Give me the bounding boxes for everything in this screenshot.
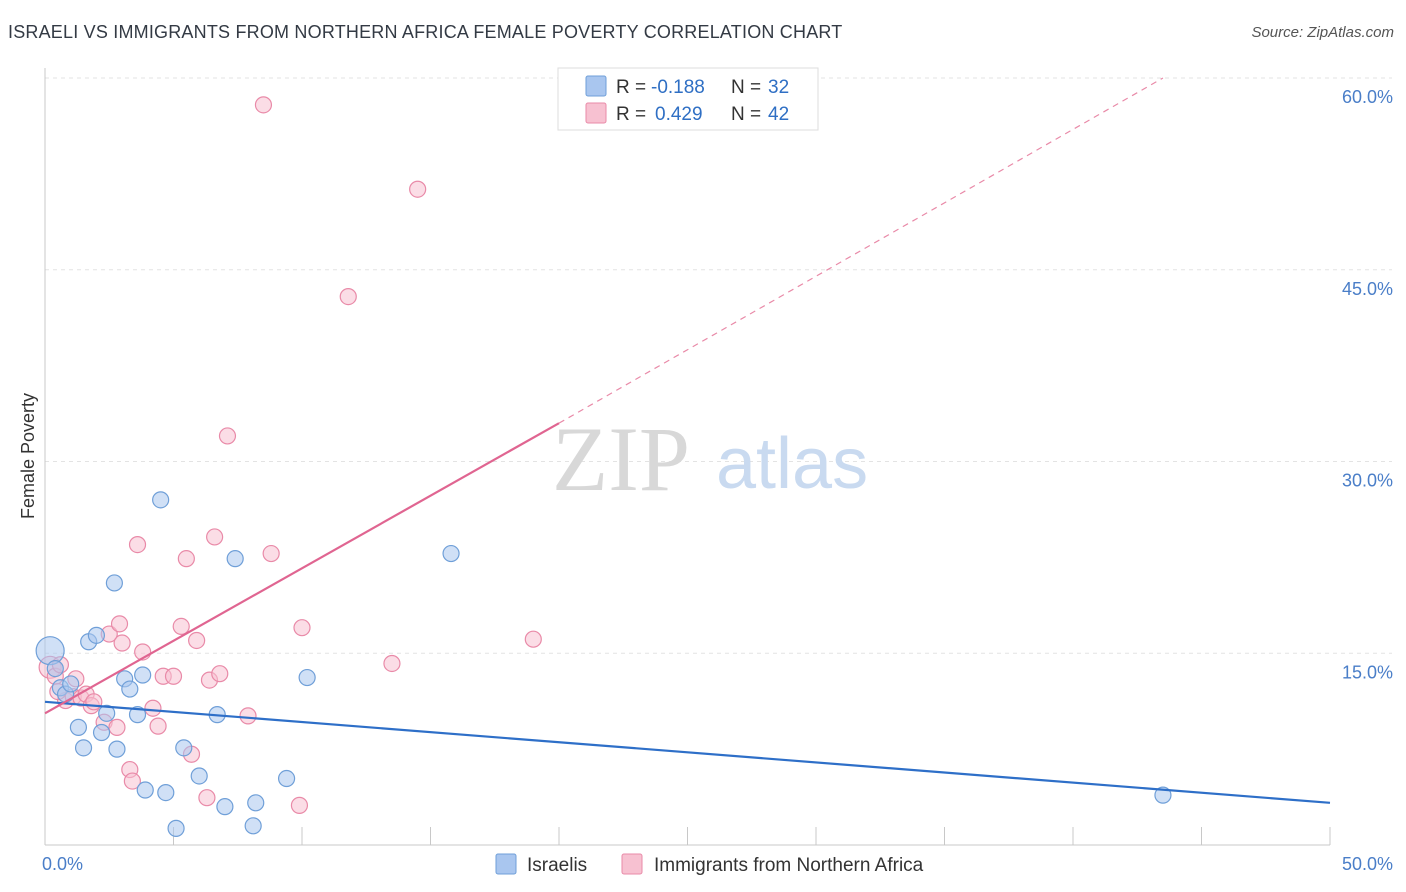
immigrants-point-19: [144, 699, 162, 717]
legend-r-label-1: R =: [616, 77, 646, 98]
israelis-point-12: [108, 740, 126, 758]
israelis-point-17: [136, 781, 154, 799]
israelis-point-27: [247, 794, 265, 812]
series-legend-swatch-israelis: [495, 853, 517, 875]
immigrants-point-22: [164, 667, 183, 685]
israelis-point-31: [1154, 786, 1172, 804]
watermark: ZIP atlas: [552, 408, 868, 510]
immigrants-point-40: [524, 630, 542, 648]
immigrants-point-9: [85, 693, 103, 711]
israelis-point-10: [98, 704, 116, 722]
series-legend: Israelis Immigrants from Northern Africa: [495, 853, 924, 876]
data-points: [35, 96, 1172, 837]
legend-r-value-1: -0.188: [651, 77, 705, 98]
y-tick-labels: 15.0% 30.0% 45.0% 60.0%: [1342, 87, 1393, 682]
israelis-trend-line: [44, 700, 1331, 804]
israelis-point-26: [244, 817, 262, 835]
immigrants-point-23: [172, 617, 190, 636]
immigrants-point-35: [290, 796, 309, 814]
israelis-point-18: [152, 491, 170, 509]
legend-n-value-2: 42: [768, 104, 789, 125]
immigrants-point-16: [123, 772, 141, 790]
legend-r-value-2: 0.429: [655, 104, 703, 125]
trend-lines: [44, 77, 1331, 804]
series-legend-label-immigrants: Immigrants from Northern Africa: [654, 855, 924, 876]
legend-n-value-1: 32: [768, 77, 789, 98]
immigrants-point-36: [293, 619, 311, 637]
israelis-point-4: [62, 675, 80, 693]
israelis-point-16: [134, 666, 152, 684]
israelis-point-0: [35, 636, 65, 666]
chart-title: ISRAELI VS IMMIGRANTS FROM NORTHERN AFRI…: [8, 22, 843, 42]
legend-swatch-immigrants: [585, 102, 607, 124]
y-tick-label-3: 60.0%: [1342, 87, 1393, 107]
immigrants-point-37: [339, 287, 357, 306]
immigrants-trend-extension: [558, 77, 1164, 424]
legend-r-label-2: R =: [616, 104, 646, 125]
israelis-point-29: [298, 668, 316, 687]
legend-n-label-2: N =: [731, 104, 761, 125]
immigrants-point-12: [108, 718, 126, 736]
immigrants-point-17: [128, 535, 147, 554]
israelis-point-20: [167, 819, 185, 837]
watermark-atlas: atlas: [716, 424, 868, 504]
immigrants-point-29: [206, 528, 224, 546]
israelis-point-21: [175, 739, 193, 757]
israelis-point-1: [46, 659, 64, 678]
immigrants-point-24: [177, 550, 195, 568]
israelis-point-6: [74, 739, 93, 757]
watermark-zip: ZIP: [552, 408, 690, 510]
israelis-point-8: [87, 626, 106, 644]
immigrants-point-30: [211, 665, 229, 683]
x-tick-label-0: 0.0%: [42, 854, 83, 874]
immigrants-point-14: [113, 634, 131, 652]
israelis-point-11: [105, 574, 123, 592]
immigrants-point-27: [198, 789, 216, 807]
israelis-point-25: [226, 550, 244, 568]
israelis-point-28: [277, 769, 296, 788]
x-tick-label-1: 50.0%: [1342, 854, 1393, 874]
immigrants-trend-line: [44, 422, 560, 715]
israelis-point-24: [216, 798, 234, 816]
israelis-point-19: [157, 783, 175, 802]
series-legend-swatch-immigrants: [621, 853, 643, 875]
immigrants-point-39: [409, 180, 427, 198]
immigrants-point-31: [218, 427, 237, 445]
grid-lines: [45, 77, 1392, 654]
israelis-point-9: [92, 723, 111, 742]
israelis-point-15: [128, 706, 147, 724]
y-tick-label-0: 15.0%: [1342, 662, 1393, 682]
immigrants-point-13: [110, 615, 129, 633]
israelis-point-5: [69, 718, 88, 736]
legend-swatch-israelis: [585, 75, 607, 97]
source-credit: Source: ZipAtlas.com: [1251, 24, 1394, 41]
israelis-point-22: [190, 767, 208, 785]
legend-n-label-1: N =: [731, 77, 761, 98]
immigrants-point-33: [254, 96, 273, 114]
correlation-legend: R = -0.188 N = 32 R = 0.429 N = 42: [557, 67, 819, 131]
x-tick-labels: 0.0% 50.0%: [42, 854, 1393, 874]
immigrants-point-34: [262, 544, 280, 563]
series-legend-label-israelis: Israelis: [527, 855, 587, 876]
israelis-point-30: [442, 544, 460, 563]
israelis-point-14: [121, 680, 139, 698]
y-tick-label-1: 30.0%: [1342, 471, 1393, 491]
axes: [44, 68, 1331, 846]
y-tick-label-2: 45.0%: [1342, 279, 1393, 299]
immigrants-point-20: [149, 717, 167, 735]
immigrants-point-38: [383, 654, 401, 673]
y-axis-label: Female Poverty: [18, 393, 38, 519]
immigrants-point-26: [188, 631, 206, 650]
immigrants-point-32: [239, 707, 257, 725]
